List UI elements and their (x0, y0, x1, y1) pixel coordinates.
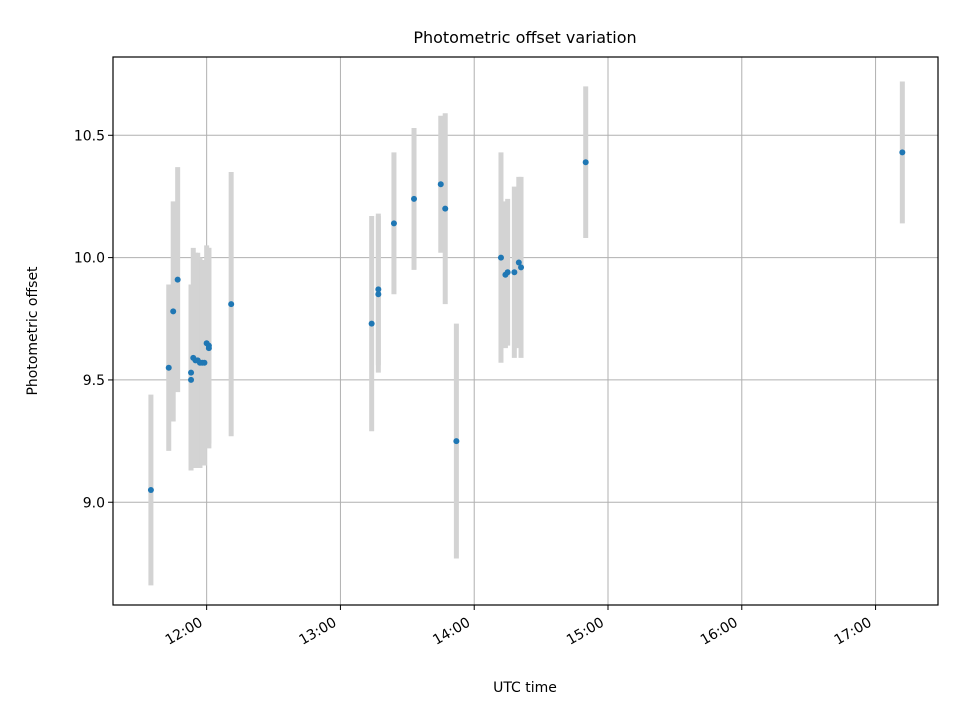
point-layer (147, 149, 906, 494)
grid-layer (113, 57, 938, 605)
data-point (518, 264, 525, 271)
data-point (188, 369, 195, 376)
data-point (368, 320, 375, 327)
x-axis-label: UTC time (493, 680, 557, 696)
data-point (504, 269, 511, 276)
data-point (437, 181, 444, 188)
plot-frame (112, 56, 939, 606)
data-point (201, 359, 208, 366)
data-point (228, 301, 235, 308)
data-point (165, 364, 172, 371)
y-tick-label: 10.5 (74, 128, 105, 144)
y-tick-label: 9.5 (83, 373, 105, 389)
data-point (515, 259, 522, 266)
y-tick-label: 10.0 (74, 251, 105, 267)
data-point (375, 291, 382, 298)
data-point (899, 149, 906, 156)
data-point (453, 438, 460, 445)
y-tick-label: 9.0 (83, 495, 105, 511)
data-point (411, 195, 418, 202)
data-point (497, 254, 504, 261)
chart-title: Photometric offset variation (413, 28, 636, 47)
data-point (375, 286, 382, 293)
y-axis-label: Photometric offset (25, 266, 41, 396)
data-point (205, 342, 212, 349)
data-point (147, 487, 154, 494)
data-point (582, 159, 589, 166)
data-point (442, 205, 449, 212)
data-point (170, 308, 177, 315)
data-point (390, 220, 397, 227)
data-point (511, 269, 518, 276)
data-point (174, 276, 181, 283)
data-point (188, 376, 195, 383)
